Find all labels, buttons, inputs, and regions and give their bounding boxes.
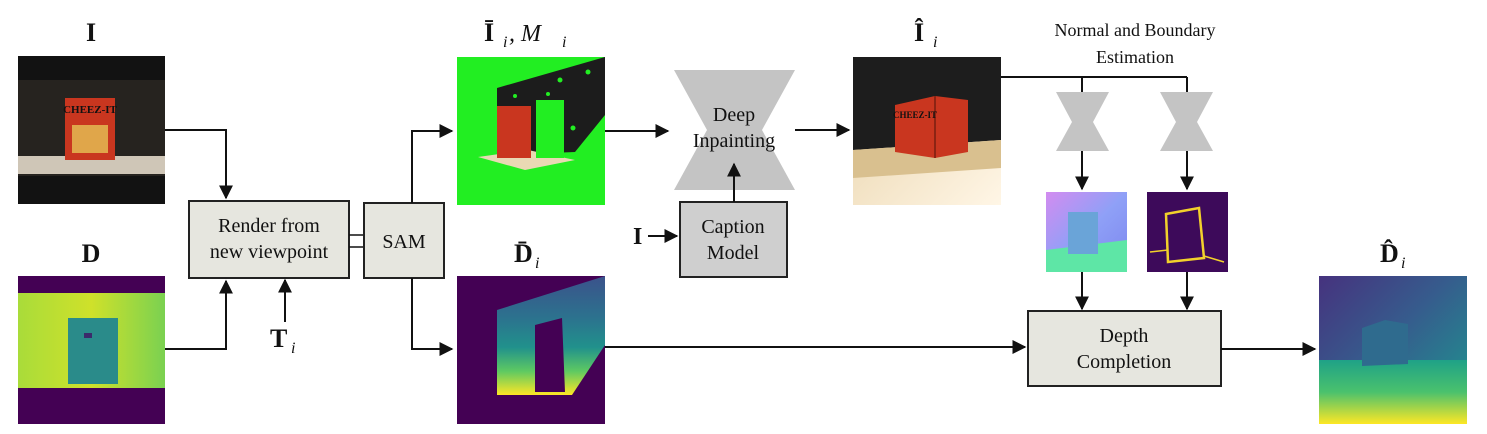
completion-box (1027, 310, 1222, 387)
masked-image (457, 57, 605, 205)
render-box-line1: Render from (218, 215, 320, 237)
normal-map (1046, 192, 1127, 272)
completion-line1: Depth (1100, 325, 1149, 347)
arrow-sam-to-rendered-depth (411, 278, 454, 356)
completed-depth (1319, 276, 1467, 424)
arrow-sam-to-masked-image (411, 124, 454, 203)
caption-box (679, 201, 788, 278)
boundary-network-icon (1160, 92, 1213, 151)
completion-line2: Completion (1077, 351, 1171, 373)
normal-network-icon (1056, 92, 1109, 151)
inpainted-image-sub: i (933, 34, 937, 51)
render-box-line2: new viewpoint (210, 241, 329, 263)
transform-sub: i (291, 340, 295, 357)
input-depth (18, 276, 165, 424)
cereal-box-brand: CHEEZ-IT (63, 104, 117, 116)
sam-box-label: SAM (382, 231, 426, 253)
input-image: CHEEZ-IT (18, 56, 165, 204)
inpainted-image: CHEEZ-IT (853, 57, 1001, 205)
boundary-map (1147, 192, 1228, 272)
input-depth-label: D (82, 239, 101, 268)
inpainting-line2: Inpainting (693, 130, 775, 152)
arrow-depth-to-render (165, 279, 233, 350)
caption-input-label: I (633, 224, 642, 250)
completed-depth-label: D̂ (1380, 239, 1399, 268)
completed-depth-sub: i (1401, 255, 1405, 272)
masked-image-sub: i (503, 34, 507, 51)
caption-line2: Model (707, 242, 760, 264)
render-box (188, 200, 350, 279)
rendered-depth (457, 276, 605, 424)
cereal-box-brand-inpainted: CHEEZ-IT (893, 110, 937, 120)
transform-label: T (270, 324, 287, 353)
mask-sub: i (562, 34, 566, 51)
normal-boundary-line1: Normal and Boundary (1055, 20, 1216, 40)
inpainted-image-label: Î (914, 18, 924, 47)
arrow-image-to-render (165, 129, 233, 200)
input-image-label: I (86, 18, 96, 47)
masked-image-label: Ī (484, 18, 494, 47)
mask-label: , M (509, 21, 543, 47)
cereal-box-icon: CHEEZ-IT (63, 98, 118, 160)
caption-line1: Caption (701, 216, 764, 238)
normal-boundary-line2: Estimation (1096, 47, 1174, 67)
inpainting-line1: Deep (713, 104, 755, 126)
sam-box (363, 202, 445, 279)
rendered-depth-label: D̄ (514, 239, 533, 268)
rendered-depth-sub: i (535, 255, 539, 272)
inpainting-network (674, 70, 795, 190)
